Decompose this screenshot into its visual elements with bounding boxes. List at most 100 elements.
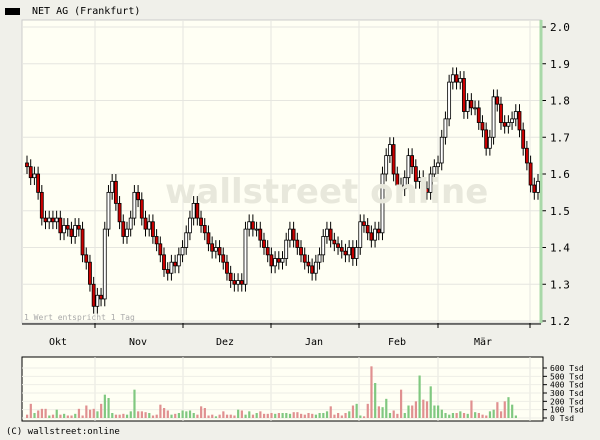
volume-tick-label: 500 Tsd: [550, 372, 584, 381]
volume-bar: [159, 404, 162, 418]
candle-body: [373, 228, 377, 241]
x-tick-label: Okt: [49, 337, 67, 348]
volume-bar: [492, 409, 495, 418]
volume-bar: [96, 411, 99, 418]
candle-body: [336, 243, 340, 248]
volume-bar: [385, 398, 388, 418]
volume-bar: [485, 415, 488, 418]
candle-body: [469, 100, 474, 109]
candle-body: [387, 144, 392, 157]
volume-bar: [59, 414, 62, 418]
volume-bar: [225, 414, 229, 418]
candle-body: [432, 166, 437, 175]
candle-body: [80, 228, 85, 256]
candle-body: [362, 221, 366, 226]
candle-body: [499, 103, 503, 123]
volume-bar: [251, 414, 255, 418]
candle-body: [232, 280, 237, 285]
y-tick-label: 1.7: [550, 131, 570, 144]
volume-bar: [333, 414, 336, 418]
candle-body: [51, 217, 55, 223]
volume-bar: [303, 414, 306, 418]
candle-body: [225, 261, 229, 274]
volume-bar: [270, 413, 273, 418]
volume-bar: [26, 414, 29, 418]
volume-bar: [370, 366, 373, 418]
y-tick-label: 1.6: [550, 168, 570, 181]
candle-body: [536, 180, 540, 193]
volume-bar: [422, 399, 425, 418]
candle-body: [380, 173, 385, 234]
volume-bar: [311, 413, 314, 418]
volume-bar: [174, 413, 177, 418]
resolution-note: 1 Wert entspricht 1 Tag: [24, 313, 135, 322]
volume-bar: [470, 400, 473, 418]
volume-bar: [477, 413, 480, 418]
candle-body: [450, 74, 455, 83]
candle-body: [443, 118, 448, 138]
volume-bar: [348, 411, 351, 418]
volume-bar: [459, 411, 462, 418]
candle-body: [39, 191, 44, 219]
chart-title: NET AG (Frankfurt): [32, 6, 141, 17]
candle-body: [191, 202, 196, 219]
volume-bar: [407, 405, 410, 418]
candle-body: [147, 221, 152, 230]
volume-bar: [318, 413, 321, 418]
volume-bar: [111, 413, 114, 418]
candle-body: [180, 247, 185, 256]
candle-body: [76, 225, 81, 230]
volume-bar: [474, 412, 477, 418]
volume-bar: [118, 414, 121, 418]
candle-body: [347, 247, 352, 256]
candle-body: [199, 217, 203, 226]
volume-bar: [207, 415, 210, 418]
candle-body: [299, 247, 303, 256]
volume-bar: [481, 414, 484, 418]
candle-body: [436, 162, 440, 168]
candle-body: [239, 280, 244, 285]
candle-body: [143, 217, 148, 230]
candle-body: [188, 217, 192, 234]
candle-body: [421, 177, 426, 190]
volume-bar: [507, 397, 510, 418]
watermark: wallstreet online: [165, 172, 489, 212]
volume-bar: [48, 415, 51, 418]
candle-body: [258, 228, 263, 241]
candle-body: [121, 221, 126, 237]
candle-body: [43, 217, 48, 223]
volume-bar: [196, 414, 199, 418]
candle-body: [69, 228, 74, 237]
volume-bar: [81, 415, 84, 418]
volume-bar: [377, 406, 380, 418]
x-tick-label: Mär: [474, 337, 492, 348]
volume-bar: [229, 414, 232, 418]
price-panel: [21, 19, 542, 324]
volume-bar: [148, 413, 151, 418]
candle-body: [25, 162, 29, 168]
volume-bar: [177, 413, 181, 418]
candle-body: [269, 254, 274, 267]
volume-bar: [281, 413, 284, 418]
volume-bar: [185, 411, 188, 418]
x-tick-label: Feb: [388, 337, 406, 348]
volume-bar: [166, 410, 169, 418]
volume-bar: [451, 413, 455, 418]
volume-bar: [448, 414, 451, 418]
volume-bar: [103, 394, 106, 418]
candle-body: [358, 221, 363, 248]
candle-body: [91, 283, 96, 307]
candle-body: [247, 221, 252, 230]
candle-body: [62, 225, 66, 234]
volume-tick-label: 200 Tsd: [550, 397, 584, 406]
volume-bar: [418, 375, 421, 418]
volume-bar: [133, 389, 136, 418]
volume-bar: [462, 413, 466, 418]
volume-bar: [218, 414, 221, 418]
volume-bar: [433, 405, 436, 418]
candle-body: [384, 155, 389, 175]
candle-body: [487, 136, 492, 149]
volume-bar: [77, 408, 81, 418]
volume-bar: [414, 401, 418, 418]
volume-bar: [288, 413, 292, 418]
